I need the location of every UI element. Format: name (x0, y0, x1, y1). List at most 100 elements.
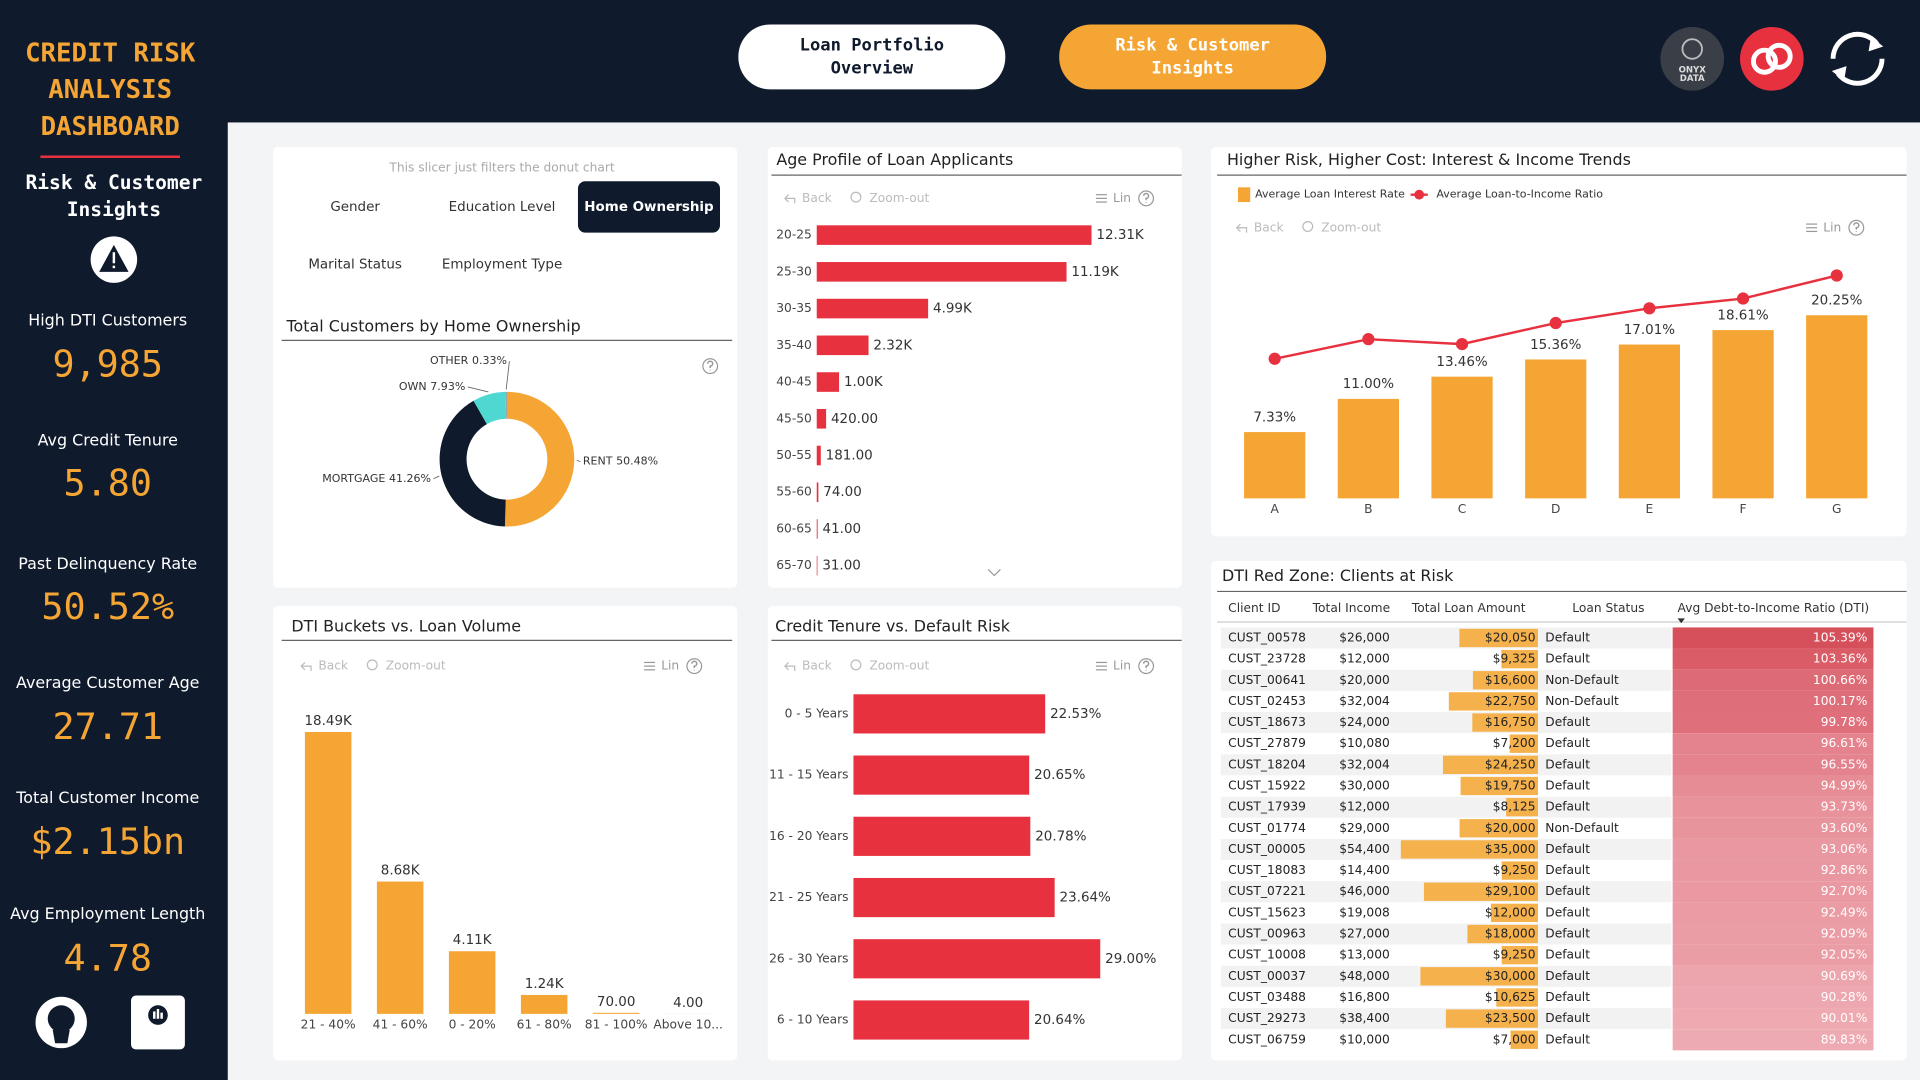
sidebar-title: DASHBOARD (41, 112, 180, 142)
toolbar-scale[interactable]: Lin (1823, 220, 1841, 234)
table-cell: 100.66% (1813, 673, 1867, 687)
slicer-option[interactable]: Employment Type (442, 257, 562, 272)
loan-databar (1506, 797, 1538, 817)
toolbar-scale[interactable]: Lin (661, 659, 679, 673)
slicer-option[interactable]: Marital Status (308, 257, 402, 272)
category-label: Above 10... (653, 1017, 723, 1031)
loan-databar (1509, 734, 1538, 753)
bar (1244, 432, 1306, 499)
toolbar-zoom[interactable]: Zoom-out (386, 659, 446, 673)
category-label: 81 - 100% (585, 1017, 648, 1031)
slicer-note: This slicer just filters the donut chart (388, 160, 615, 174)
category-label: 26 - 30 Years (769, 951, 848, 965)
category-label: 60-65 (776, 521, 812, 535)
toolbar-zoom[interactable]: Zoom-out (869, 191, 929, 205)
legend-dot (1414, 189, 1425, 200)
value-label: 22.53% (1050, 707, 1102, 722)
panel (767, 146, 1182, 588)
row-stripe (1220, 712, 1672, 734)
value-label: 4.00 (673, 996, 703, 1011)
table-cell: CUST_00578 (1228, 630, 1306, 644)
dti-cell (1672, 754, 1874, 776)
toolbar-back[interactable]: Back (802, 191, 833, 205)
help-icon[interactable] (1848, 219, 1865, 236)
zoom-icon (1302, 221, 1314, 233)
table-cell: Default (1545, 800, 1590, 814)
toolbar-back[interactable]: Back (318, 659, 349, 673)
table-cell: $18,000 (1485, 927, 1536, 941)
table-cell: Default (1545, 842, 1590, 856)
table-cell: $14,400 (1339, 863, 1390, 877)
table-cell: CUST_15922 (1228, 778, 1306, 792)
table-cell: $12,000 (1339, 652, 1390, 666)
nav-button[interactable] (738, 24, 1006, 90)
kpi-label: Total Customer Income (15, 788, 199, 807)
table-cell: $10,625 (1485, 990, 1536, 1004)
slicer-selected (577, 181, 720, 233)
table-cell: $9,250 (1493, 863, 1536, 877)
toolbar-zoom[interactable]: Zoom-out (1321, 220, 1381, 234)
line-point (1362, 333, 1375, 346)
value-label: 181.00 (826, 449, 873, 464)
loan-databar (1460, 776, 1538, 796)
help-icon[interactable] (1138, 658, 1155, 675)
scroll-chevron[interactable] (987, 568, 1001, 577)
bar (816, 335, 869, 356)
category-label: 45-50 (776, 411, 812, 425)
table-cell: Default (1545, 969, 1590, 983)
brand-logo[interactable] (1740, 26, 1804, 91)
github-icon[interactable] (35, 996, 87, 1049)
help-icon[interactable] (1138, 190, 1155, 207)
table-cell: $46,000 (1339, 884, 1390, 898)
donut-category: MORTGAGE (322, 472, 385, 485)
table-cell: 92.05% (1821, 948, 1868, 962)
kpi-value: 9,985 (52, 343, 163, 386)
toolbar-back[interactable]: Back (802, 659, 833, 673)
toolbar-back[interactable]: Back (1254, 220, 1285, 234)
toolbar-zoom[interactable]: Zoom-out (869, 659, 929, 673)
table-cell: 93.06% (1821, 842, 1868, 856)
table-cell: Default (1545, 778, 1590, 792)
help-icon[interactable] (702, 358, 719, 375)
help-icon[interactable] (686, 658, 703, 675)
table-cell: $9,250 (1493, 948, 1536, 962)
panel (273, 146, 738, 588)
report-icon[interactable] (131, 995, 185, 1050)
slicer-option[interactable]: Home Ownership (584, 200, 714, 215)
row-stripe (1220, 627, 1672, 649)
bar (1431, 376, 1493, 499)
dti-cell (1672, 817, 1874, 839)
slicer-option[interactable]: Gender (330, 200, 380, 215)
table-cell: $32,004 (1339, 694, 1390, 708)
slicer-option[interactable]: Education Level (449, 200, 556, 215)
loan-databar (1459, 819, 1538, 838)
zoom-icon (850, 659, 862, 671)
leader-line (467, 386, 489, 393)
table-header: Avg Debt-to-Income Ratio (DTI) (1678, 601, 1870, 615)
toolbar-scale[interactable]: Lin (1113, 191, 1131, 205)
table-cell: $16,600 (1485, 673, 1536, 687)
nav-button-active[interactable] (1059, 24, 1327, 90)
refresh-icon[interactable] (1830, 31, 1885, 86)
table-cell: CUST_02453 (1228, 694, 1306, 708)
table-cell: $19,750 (1485, 778, 1536, 792)
category-label: 21 - 25 Years (769, 890, 848, 904)
value-label: 20.25% (1811, 294, 1863, 309)
value-label: 41.00 (823, 522, 862, 537)
table-cell: Default (1545, 715, 1590, 729)
dti-cell (1672, 965, 1874, 987)
table-cell: $20,000 (1339, 673, 1390, 687)
donut-value: 7.93% (430, 380, 465, 393)
help-glyph (707, 360, 714, 371)
value-label: 74.00 (823, 485, 862, 500)
table-cell: CUST_18673 (1228, 715, 1306, 729)
table-cell: 92.09% (1821, 927, 1868, 941)
onyx-logo[interactable] (1660, 26, 1725, 91)
value-label: 2.32K (873, 338, 913, 353)
value-label: 11.00% (1343, 377, 1395, 392)
toolbar-scale[interactable]: Lin (1113, 659, 1131, 673)
value-label: 20.65% (1034, 768, 1086, 783)
sidebar-subtitle: Insights (67, 198, 161, 221)
